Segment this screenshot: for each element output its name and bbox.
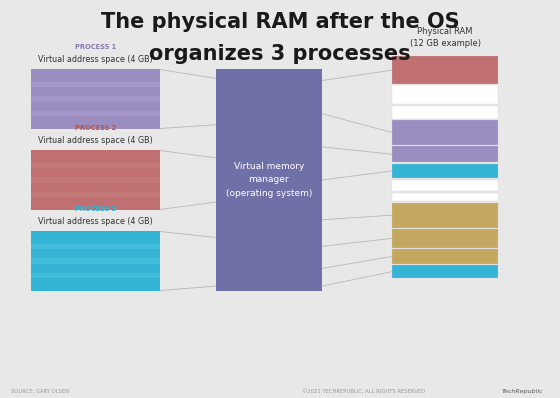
Bar [31, 69, 160, 129]
Bar [392, 56, 498, 84]
Text: SOURCE: GARY OLSEN: SOURCE: GARY OLSEN [11, 389, 69, 394]
Text: ©2021 TECHREPUBLIC, ALL RIGHTS RESERVED: ©2021 TECHREPUBLIC, ALL RIGHTS RESERVED [302, 389, 426, 394]
Text: Physical RAM
(12 GB example): Physical RAM (12 GB example) [410, 27, 480, 47]
Bar [31, 231, 160, 291]
Bar [31, 111, 160, 116]
Bar [31, 178, 160, 183]
Bar [31, 244, 160, 249]
Bar [31, 150, 160, 209]
Text: TechRepublic: TechRepublic [502, 389, 543, 394]
Text: Virtual address space (4 GB): Virtual address space (4 GB) [38, 217, 152, 226]
Text: Virtual memory
manager
(operating system): Virtual memory manager (operating system… [226, 162, 312, 198]
Text: PROCESS 1: PROCESS 1 [74, 44, 116, 50]
Text: Virtual address space (4 GB): Virtual address space (4 GB) [38, 55, 152, 64]
Bar [31, 82, 160, 87]
Bar [31, 163, 160, 168]
Bar [392, 85, 498, 104]
Bar [31, 273, 160, 278]
Bar [392, 249, 498, 264]
Bar [31, 258, 160, 263]
Text: PROCESS 3: PROCESS 3 [74, 206, 116, 212]
Bar [392, 203, 498, 228]
Bar [31, 96, 160, 101]
Text: The physical RAM after the OS: The physical RAM after the OS [101, 12, 459, 32]
Bar [392, 105, 498, 119]
Bar [392, 120, 498, 145]
Bar [392, 193, 498, 201]
Bar [392, 146, 498, 162]
Text: Virtual address space (4 GB): Virtual address space (4 GB) [38, 136, 152, 145]
Text: organizes 3 processes: organizes 3 processes [149, 44, 411, 64]
Bar [392, 164, 498, 178]
Bar [216, 69, 322, 291]
Bar [31, 192, 160, 197]
Bar [392, 265, 498, 278]
Bar [392, 229, 498, 248]
Bar [392, 179, 498, 191]
Text: PROCESS 2: PROCESS 2 [74, 125, 116, 131]
